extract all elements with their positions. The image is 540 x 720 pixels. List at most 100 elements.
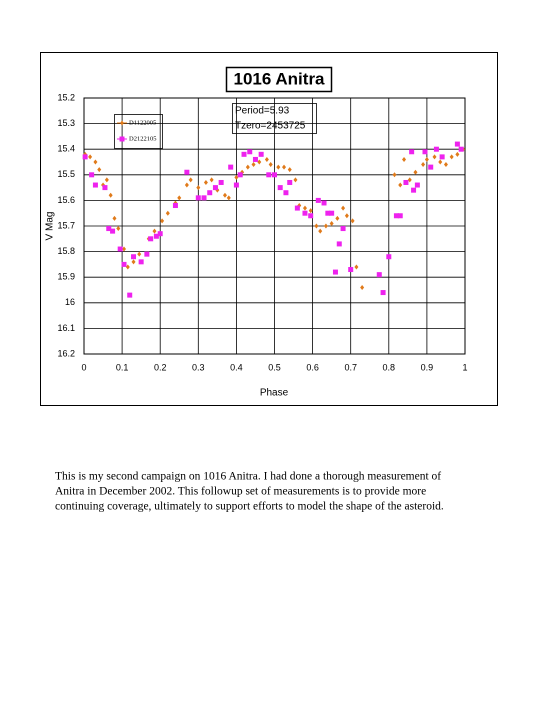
legend-label: D1122005 <box>129 119 156 126</box>
data-point <box>245 164 250 170</box>
data-point <box>234 174 239 180</box>
data-point <box>241 151 247 157</box>
data-point <box>108 192 113 198</box>
data-point <box>439 154 445 160</box>
data-point <box>397 213 403 219</box>
data-point <box>88 154 93 160</box>
data-point <box>110 228 116 234</box>
data-point <box>433 146 439 152</box>
data-point <box>116 226 121 232</box>
data-point <box>341 205 346 211</box>
data-point <box>266 172 272 178</box>
x-tick-label: 0.2 <box>154 362 167 372</box>
x-tick-label: 0.1 <box>116 362 129 372</box>
x-tick-label: 0.6 <box>306 362 319 372</box>
data-point <box>252 156 258 162</box>
data-point <box>92 182 98 188</box>
y-tick-label: 15.2 <box>57 92 75 102</box>
data-point <box>172 203 178 209</box>
data-point <box>329 220 334 226</box>
x-tick-label: 1 <box>462 362 467 372</box>
data-point <box>282 164 287 170</box>
data-point <box>414 182 420 188</box>
data-point <box>321 200 327 206</box>
data-point <box>184 182 189 188</box>
data-point <box>125 264 130 270</box>
y-tick-label: 15.7 <box>57 220 75 230</box>
data-point <box>348 267 354 273</box>
legend-marker <box>119 136 125 142</box>
data-point <box>443 162 448 168</box>
data-point <box>308 208 313 214</box>
data-point <box>207 190 213 196</box>
data-point <box>302 210 308 216</box>
data-point <box>233 182 239 188</box>
data-point <box>314 223 319 229</box>
data-point <box>438 159 443 165</box>
data-point <box>350 218 355 224</box>
data-point <box>144 251 150 257</box>
y-tick-label: 16 <box>65 297 75 307</box>
data-point <box>218 179 224 185</box>
data-point <box>268 162 273 168</box>
data-point <box>340 226 346 232</box>
data-point <box>209 177 214 183</box>
data-point <box>428 164 434 170</box>
data-point <box>272 172 277 178</box>
data-point <box>403 179 409 185</box>
data-point <box>277 185 283 191</box>
data-point <box>380 290 386 296</box>
data-point <box>424 156 429 162</box>
data-point <box>117 246 123 252</box>
data-point <box>287 167 292 173</box>
y-tick-label: 16.1 <box>57 323 75 333</box>
data-point <box>455 151 460 157</box>
data-point <box>308 213 314 219</box>
data-point <box>122 246 127 252</box>
data-point <box>422 149 428 155</box>
x-tick-label: 0.5 <box>268 362 281 372</box>
data-point <box>237 172 243 178</box>
y-tick-label: 15.9 <box>57 272 75 282</box>
data-point <box>283 190 289 196</box>
data-point <box>228 164 234 170</box>
data-point <box>411 187 417 193</box>
annotation: Period=5.93 <box>235 106 290 117</box>
data-point <box>127 292 133 298</box>
y-tick-label: 15.3 <box>57 118 75 128</box>
y-tick-label: 15.8 <box>57 246 75 256</box>
y-tick-label: 16.2 <box>57 348 75 358</box>
data-point <box>82 154 88 160</box>
data-point <box>251 162 256 168</box>
data-point <box>432 154 437 160</box>
data-point <box>160 218 165 224</box>
x-axis-label: Phase <box>260 388 289 399</box>
data-point <box>335 215 340 221</box>
data-point <box>131 259 136 265</box>
data-point <box>454 141 460 147</box>
data-point <box>413 169 418 175</box>
data-point <box>196 185 201 191</box>
x-tick-label: 0.3 <box>192 362 205 372</box>
data-point <box>302 205 307 211</box>
x-tick-label: 0.9 <box>421 362 434 372</box>
data-point <box>407 177 412 183</box>
data-point <box>409 149 415 155</box>
data-point <box>195 195 201 201</box>
x-tick-label: 0.8 <box>383 362 396 372</box>
data-point <box>264 156 269 162</box>
data-point <box>294 205 300 211</box>
data-point <box>184 169 190 175</box>
data-point <box>332 269 338 275</box>
data-point <box>287 179 293 185</box>
data-point <box>93 159 98 165</box>
data-point <box>165 210 170 216</box>
data-point <box>315 197 321 203</box>
legend-marker <box>120 120 124 126</box>
data-point <box>276 164 281 170</box>
data-point <box>421 162 426 168</box>
data-point <box>112 215 117 221</box>
annotation: Tzero=2453725 <box>235 121 306 132</box>
